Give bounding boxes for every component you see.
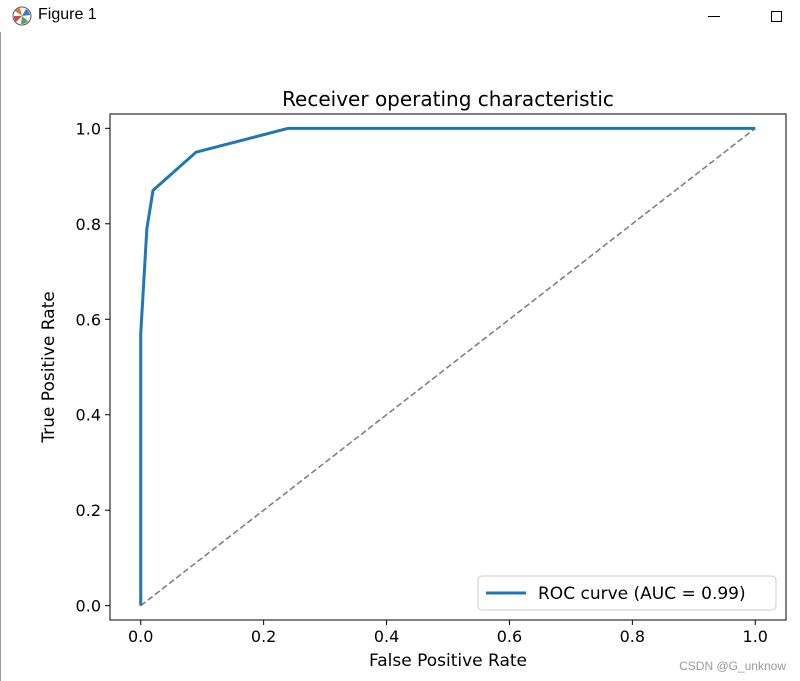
x-tick-label: 0.2 (251, 627, 276, 646)
x-tick-label: 0.6 (497, 627, 522, 646)
matplotlib-logo-icon (12, 6, 32, 26)
maximize-icon (770, 10, 782, 22)
y-tick-label: 0.6 (76, 310, 101, 329)
minimize-button[interactable] (694, 2, 734, 30)
x-tick-label: 0.4 (374, 627, 399, 646)
y-tick-label: 1.0 (76, 119, 101, 138)
maximize-button[interactable] (756, 2, 796, 30)
y-tick-label: 0.0 (76, 597, 101, 616)
window-title: Figure 1 (38, 6, 97, 23)
x-tick-label: 0.8 (620, 627, 645, 646)
axes-frame (109, 113, 787, 621)
x-axis-label: False Positive Rate (369, 651, 527, 671)
chance-diagonal-line (140, 127, 756, 607)
legend-label: ROC curve (AUC = 0.99) (538, 584, 746, 604)
chart-title: Receiver operating characteristic (282, 87, 614, 111)
y-tick-label: 0.4 (76, 406, 101, 425)
roc-curve-line (139, 126, 756, 606)
watermark: CSDN @G_unknow (679, 659, 786, 673)
minimize-icon (708, 15, 720, 17)
figure-canvas: 0.0 0.2 0.4 0.6 0.8 1.0 0.0 0.2 0.4 0.6 0.8 1.0 Rece… (0, 32, 800, 681)
y-axis-label: True Positive Rate (39, 291, 59, 443)
y-tick-label: 0.8 (76, 215, 101, 234)
x-tick-label: 1.0 (743, 627, 768, 646)
roc-chart: 0.0 0.2 0.4 0.6 0.8 1.0 0.0 0.2 0.4 0.6 0.8 1.0 Rece… (39, 87, 787, 671)
window-border (0, 32, 1, 681)
x-tick-label: 0.0 (128, 627, 153, 646)
legend-box (477, 575, 777, 611)
title-bar[interactable]: Figure 1 (0, 0, 800, 32)
y-tick-label: 0.2 (76, 501, 101, 520)
